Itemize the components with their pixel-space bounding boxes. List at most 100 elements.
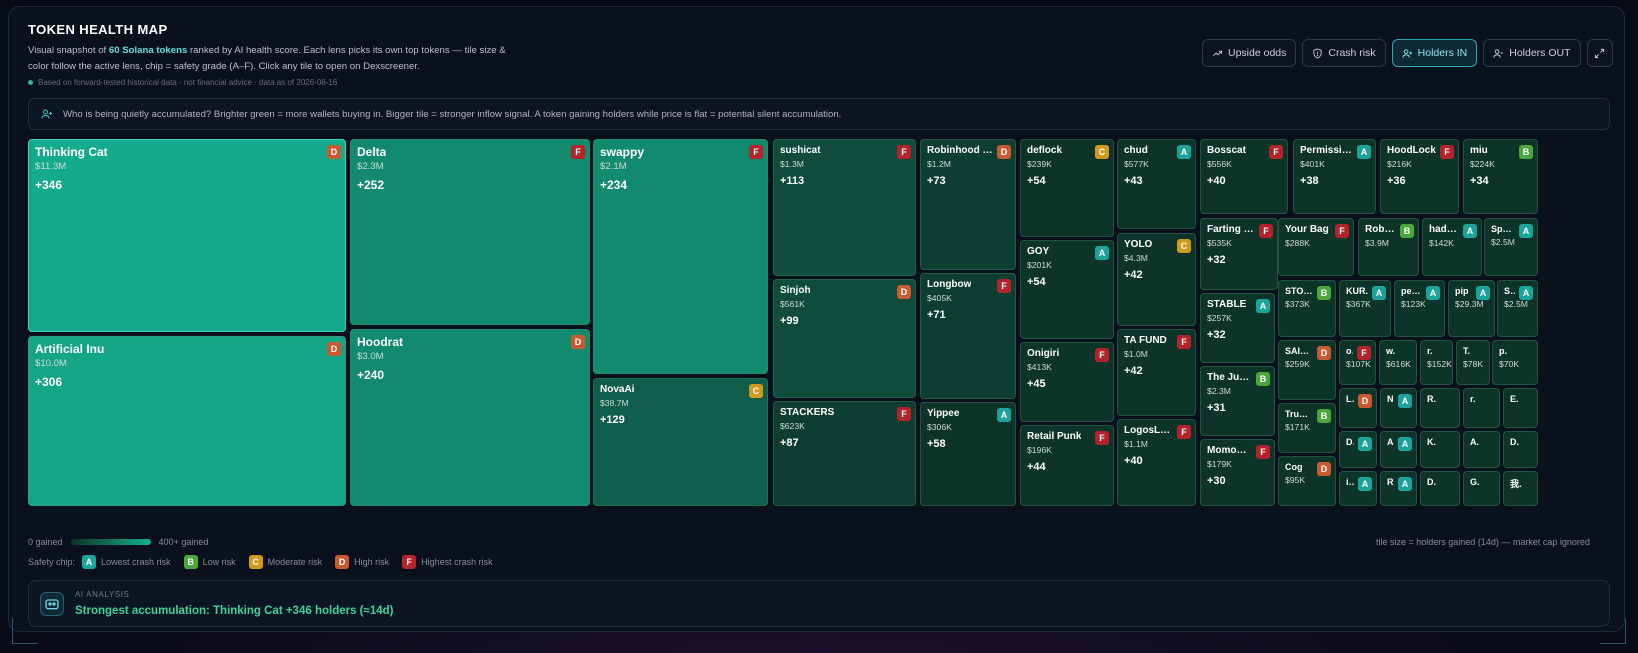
token-tile[interactable]: w. $616K: [1379, 340, 1417, 385]
disclaimer-text: Based on forward-tested historical data …: [38, 78, 338, 87]
market-cap: $179K: [1207, 459, 1232, 469]
token-tile[interactable]: R. A: [1380, 471, 1417, 506]
token-tile[interactable]: GOY $201K +54 A: [1020, 240, 1114, 339]
ai-analysis-text: Strongest accumulation: Thinking Cat +34…: [75, 605, 394, 617]
token-tile[interactable]: K.: [1420, 431, 1460, 468]
token-tile[interactable]: A. A: [1380, 431, 1417, 468]
token-tile[interactable]: MomoCoin $179K +30 F: [1200, 439, 1275, 506]
safety-legend-label: Safety chip:: [28, 557, 76, 567]
token-tile[interactable]: YOLO $4.3M +42 C: [1117, 233, 1196, 326]
token-tile[interactable]: SP. $2.5MA: [1497, 280, 1538, 337]
robot-icon: [40, 592, 64, 616]
token-name: D.: [1510, 437, 1519, 447]
token-name: chud: [1124, 145, 1148, 156]
token-tile[interactable]: SAITA. $259K D: [1278, 340, 1336, 400]
token-tile[interactable]: LogosLayer $1.1M +40 F: [1117, 419, 1196, 506]
token-tile[interactable]: D.: [1420, 471, 1460, 506]
token-tile[interactable]: 我.: [1503, 471, 1538, 506]
token-tile[interactable]: The Jugge. $2.3M +31 B: [1200, 366, 1275, 436]
safety-grade-chip: F: [1357, 346, 1371, 360]
size-note: tile size = holders gained (14d) — marke…: [1376, 537, 1590, 547]
token-tile[interactable]: E.: [1503, 388, 1538, 428]
token-tile[interactable]: Your Bag $288K F: [1278, 218, 1354, 276]
holders-gained: +45: [1027, 377, 1046, 390]
grade-label: Lowest crash risk: [101, 557, 171, 567]
token-tile[interactable]: Farting Un. $535K +32 F: [1200, 218, 1278, 290]
token-tile[interactable]: Cog $95K D: [1278, 456, 1336, 506]
grade-label: Low risk: [202, 557, 236, 567]
token-tile[interactable]: N. A: [1380, 388, 1417, 428]
token-tile[interactable]: r.: [1463, 388, 1500, 428]
token-tile[interactable]: Delta $2.3M +252 F: [350, 139, 590, 325]
token-tile[interactable]: Space. $2.5M A: [1484, 218, 1538, 276]
token-tile[interactable]: Yippee $306K +58 A: [920, 402, 1016, 506]
token-tile[interactable]: sushicat $1.3M +113 F: [773, 139, 916, 276]
token-tile[interactable]: Artificial Inu $10.0M +306 D: [28, 336, 346, 506]
token-tile[interactable]: Hoodrat $3.0M +240 D: [350, 329, 590, 506]
token-tile[interactable]: STONK $373K B: [1278, 280, 1336, 337]
token-tile[interactable]: swappy $2.1M +234 F: [593, 139, 768, 374]
market-cap: $373K: [1285, 299, 1310, 309]
market-cap: $401K: [1300, 159, 1325, 169]
token-name: KUR.: [1346, 286, 1368, 296]
token-tile[interactable]: A.: [1463, 431, 1500, 468]
safety-grade-chip: A: [1358, 437, 1372, 451]
token-tile[interactable]: G.: [1463, 471, 1500, 506]
token-tile[interactable]: D.: [1503, 431, 1538, 468]
safety-grade-chip: A: [1476, 286, 1490, 300]
token-tile[interactable]: miu $224K +34 B: [1463, 139, 1538, 214]
token-tile[interactable]: Trump. $171K B: [1278, 403, 1336, 453]
token-name: Robinhood Dog: [927, 145, 993, 156]
token-name: SAITA.: [1285, 346, 1313, 356]
token-tile[interactable]: NovaAi $38.7M +129 C: [593, 378, 768, 506]
token-tile[interactable]: deflock $239K +54 C: [1020, 139, 1114, 237]
token-tile[interactable]: Sinjoh $561K +99 D: [773, 279, 916, 398]
token-tile[interactable]: T. $78K: [1456, 340, 1490, 385]
user-plus-icon: [1402, 48, 1412, 58]
token-tile[interactable]: Loon D: [1339, 388, 1377, 428]
token-tile[interactable]: chud $577K +43 A: [1117, 139, 1196, 229]
holders-gained: +240: [357, 367, 385, 382]
lens-holders-in-button[interactable]: Holders IN: [1391, 39, 1478, 67]
market-cap: $196K: [1027, 445, 1052, 455]
market-cap: $2.5M: [1491, 237, 1515, 247]
token-name: Trump.: [1285, 409, 1313, 419]
lens-holders-out-button[interactable]: Holders OUT: [1483, 39, 1581, 67]
token-count-highlight: 60 Solana tokens: [108, 45, 188, 56]
token-name: deflock: [1027, 145, 1063, 156]
lens-upside-odds-button[interactable]: Upside odds: [1202, 39, 1297, 67]
token-tile[interactable]: STABLE $257K +32 A: [1200, 293, 1275, 363]
token-tile[interactable]: r. $152K: [1420, 340, 1453, 385]
token-tile[interactable]: p. $70K: [1492, 340, 1538, 385]
market-cap: $4.3M: [1124, 253, 1148, 263]
token-tile[interactable]: HoodLock $216K +36 F: [1380, 139, 1459, 214]
token-tile[interactable]: Dog A: [1339, 431, 1377, 468]
token-tile[interactable]: pip $29.3M A: [1448, 280, 1495, 337]
token-tile[interactable]: Longbow $405K +71 F: [920, 273, 1016, 399]
token-tile[interactable]: Robinh. $3.9M B: [1358, 218, 1419, 276]
lens-label: Holders IN: [1417, 47, 1468, 59]
token-tile[interactable]: Bosscat $556K +40 F: [1200, 139, 1288, 214]
expand-button[interactable]: [1586, 39, 1613, 67]
safety-grade-chip: B: [1519, 145, 1533, 159]
lens-crash-risk-button[interactable]: Crash risk: [1302, 39, 1386, 67]
token-tile[interactable]: Retail Punk $196K +44 F: [1020, 425, 1114, 506]
token-tile[interactable]: KUR. $367K A: [1339, 280, 1391, 337]
token-tile[interactable]: had to. $142K A: [1422, 218, 1482, 276]
token-name: w.: [1386, 346, 1396, 356]
token-tile[interactable]: Thinking Cat $11.3M +346 D: [28, 139, 346, 332]
token-tile[interactable]: TA FUND $1.0M +42 F: [1117, 329, 1196, 416]
token-tile[interactable]: STACKERS $623K +87 F: [773, 401, 916, 506]
token-name: N.: [1387, 394, 1394, 404]
token-tile[interactable]: idra. A: [1339, 471, 1377, 506]
token-tile[interactable]: Onigiri $413K +45 F: [1020, 342, 1114, 422]
market-cap: $535K: [1207, 238, 1232, 248]
token-tile[interactable]: R.: [1420, 388, 1460, 428]
token-name: swappy: [600, 145, 645, 159]
holders-gained: +54: [1027, 174, 1046, 187]
holders-gained: +252: [357, 177, 385, 192]
token-tile[interactable]: Permission-L $401K +38 A: [1293, 139, 1376, 214]
token-tile[interactable]: Robinhood Dog $1.2M +73 D: [920, 139, 1016, 270]
